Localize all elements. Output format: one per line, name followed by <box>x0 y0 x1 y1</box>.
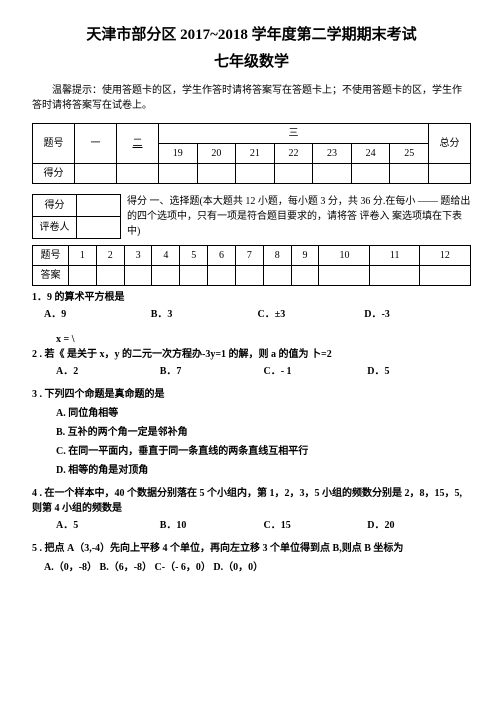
t3-h3: 3 <box>124 246 152 266</box>
q2-pre: x = \ <box>56 332 471 347</box>
t1-s2 <box>117 164 159 184</box>
t1-s24 <box>351 164 390 184</box>
q4-d: D．20 <box>367 518 471 533</box>
t3-h11: 11 <box>370 246 419 266</box>
q4-c: C．15 <box>264 518 368 533</box>
q3-d: D. 相等的角是对顶角 <box>56 463 471 478</box>
t1-s23 <box>313 164 352 184</box>
q4-a: A．5 <box>56 518 160 533</box>
q5-stem: 5 . 把点 A（3,-4）先向上平移 4 个单位，再向左立移 3 个单位得到点… <box>32 541 471 556</box>
t3-a2 <box>96 266 124 286</box>
t3-a-label: 答案 <box>33 266 69 286</box>
grader-table: 得分 评卷人 <box>32 194 121 239</box>
t3-h12: 12 <box>419 246 470 266</box>
t3-h0: 题号 <box>33 246 69 266</box>
t3-a8 <box>263 266 291 286</box>
score-table-main: 题号 一 二 三 总分 19 20 21 22 23 24 25 得分 <box>32 123 471 184</box>
t1-h-3group: 三 <box>159 124 429 144</box>
t3-a9 <box>291 266 319 286</box>
t1-c20: 20 <box>197 144 236 164</box>
q1-d: D．-3 <box>364 307 471 322</box>
t3-h7: 7 <box>235 246 263 266</box>
section-instruction: 得分 一、选择题(本大题共 12 小题，每小题 3 分，共 36 分.在每小 —… <box>127 194 471 239</box>
section-header-wrap: 得分 评卷人 得分 一、选择题(本大题共 12 小题，每小题 3 分，共 36 … <box>32 194 471 239</box>
t3-a5 <box>180 266 208 286</box>
t1-s19 <box>159 164 198 184</box>
answer-table: 题号 1 2 3 4 5 6 7 8 9 10 11 12 答案 <box>32 245 471 286</box>
q3-stem: 3 . 下列四个命题是真命题的是 <box>32 387 471 402</box>
q3-c: C. 在同一平面内，垂直于同一条直线的两条直线互相平行 <box>56 444 471 459</box>
q3-a: A. 同位角相等 <box>56 406 471 421</box>
q4-opts: A．5 B．10 C．15 D．20 <box>56 518 471 533</box>
t1-h-total: 总分 <box>429 124 471 164</box>
t3-h5: 5 <box>180 246 208 266</box>
t3-a6 <box>208 266 236 286</box>
t3-h8: 8 <box>263 246 291 266</box>
t3-a12 <box>419 266 470 286</box>
t1-c21: 21 <box>236 144 275 164</box>
t2-grader: 评卷人 <box>33 217 77 239</box>
t3-h6: 6 <box>208 246 236 266</box>
t1-c25: 25 <box>390 144 429 164</box>
t1-h-2: 二 <box>117 124 159 164</box>
t2-blank1 <box>77 195 121 217</box>
t1-h-1: 一 <box>75 124 117 164</box>
t3-h10: 10 <box>319 246 370 266</box>
t1-score-label: 得分 <box>33 164 75 184</box>
t1-c24: 24 <box>351 144 390 164</box>
t1-s20 <box>197 164 236 184</box>
t3-h1: 1 <box>69 246 97 266</box>
t1-c22: 22 <box>274 144 313 164</box>
t3-h9: 9 <box>291 246 319 266</box>
q2-stem: 2 . 若《 是关于 x，y 的二元一次方程办-3y=1 的解，则 a 的值为 … <box>32 347 471 362</box>
q5-opts: A.（0，-8） B.（6，-8） C-（- 6，0） D.（0，0） <box>44 560 471 575</box>
t1-s21 <box>236 164 275 184</box>
t1-s25 <box>390 164 429 184</box>
t2-blank2 <box>77 217 121 239</box>
q2-c: C．- 1 <box>264 364 368 379</box>
q4-b: B．10 <box>160 518 264 533</box>
hint-text: 温馨提示：使用答题卡的区，学生作答时请将答案写在答题卡上；不使用答题卡的区，学生… <box>32 83 471 113</box>
q2-opts: A．2 B．7 C．- 1 D．5 <box>56 364 471 379</box>
t2-score: 得分 <box>33 195 77 217</box>
t3-a4 <box>152 266 180 286</box>
q2-d: D．5 <box>367 364 471 379</box>
q4-stem: 4 . 在一个样本中，40 个数据分别落在 5 个小组内，第 1，2，3，5 小… <box>32 486 471 516</box>
q1-opts: A．9 B．3 C．±3 D．-3 <box>44 307 471 322</box>
t1-c23: 23 <box>313 144 352 164</box>
q1-a: A．9 <box>44 307 151 322</box>
q1-c: C．±3 <box>258 307 365 322</box>
exam-title-line2: 七年级数学 <box>32 51 471 74</box>
t3-a7 <box>235 266 263 286</box>
t3-a10 <box>319 266 370 286</box>
t3-a11 <box>370 266 419 286</box>
t1-c19: 19 <box>159 144 198 164</box>
q3-b: B. 互补的两个角一定是邻补角 <box>56 425 471 440</box>
t3-a3 <box>124 266 152 286</box>
t1-s22 <box>274 164 313 184</box>
t3-h4: 4 <box>152 246 180 266</box>
t3-h2: 2 <box>96 246 124 266</box>
q1-stem: 1．9 的算术平方根是 <box>32 290 471 305</box>
t1-s1 <box>75 164 117 184</box>
q2-b: B．7 <box>160 364 264 379</box>
t1-stotal <box>429 164 471 184</box>
q1-b: B．3 <box>151 307 258 322</box>
t1-h-num: 题号 <box>33 124 75 164</box>
t3-a1 <box>69 266 97 286</box>
exam-title-line1: 天津市部分区 2017~2018 学年度第二学期期末考试 <box>32 24 471 47</box>
q2-a: A．2 <box>56 364 160 379</box>
